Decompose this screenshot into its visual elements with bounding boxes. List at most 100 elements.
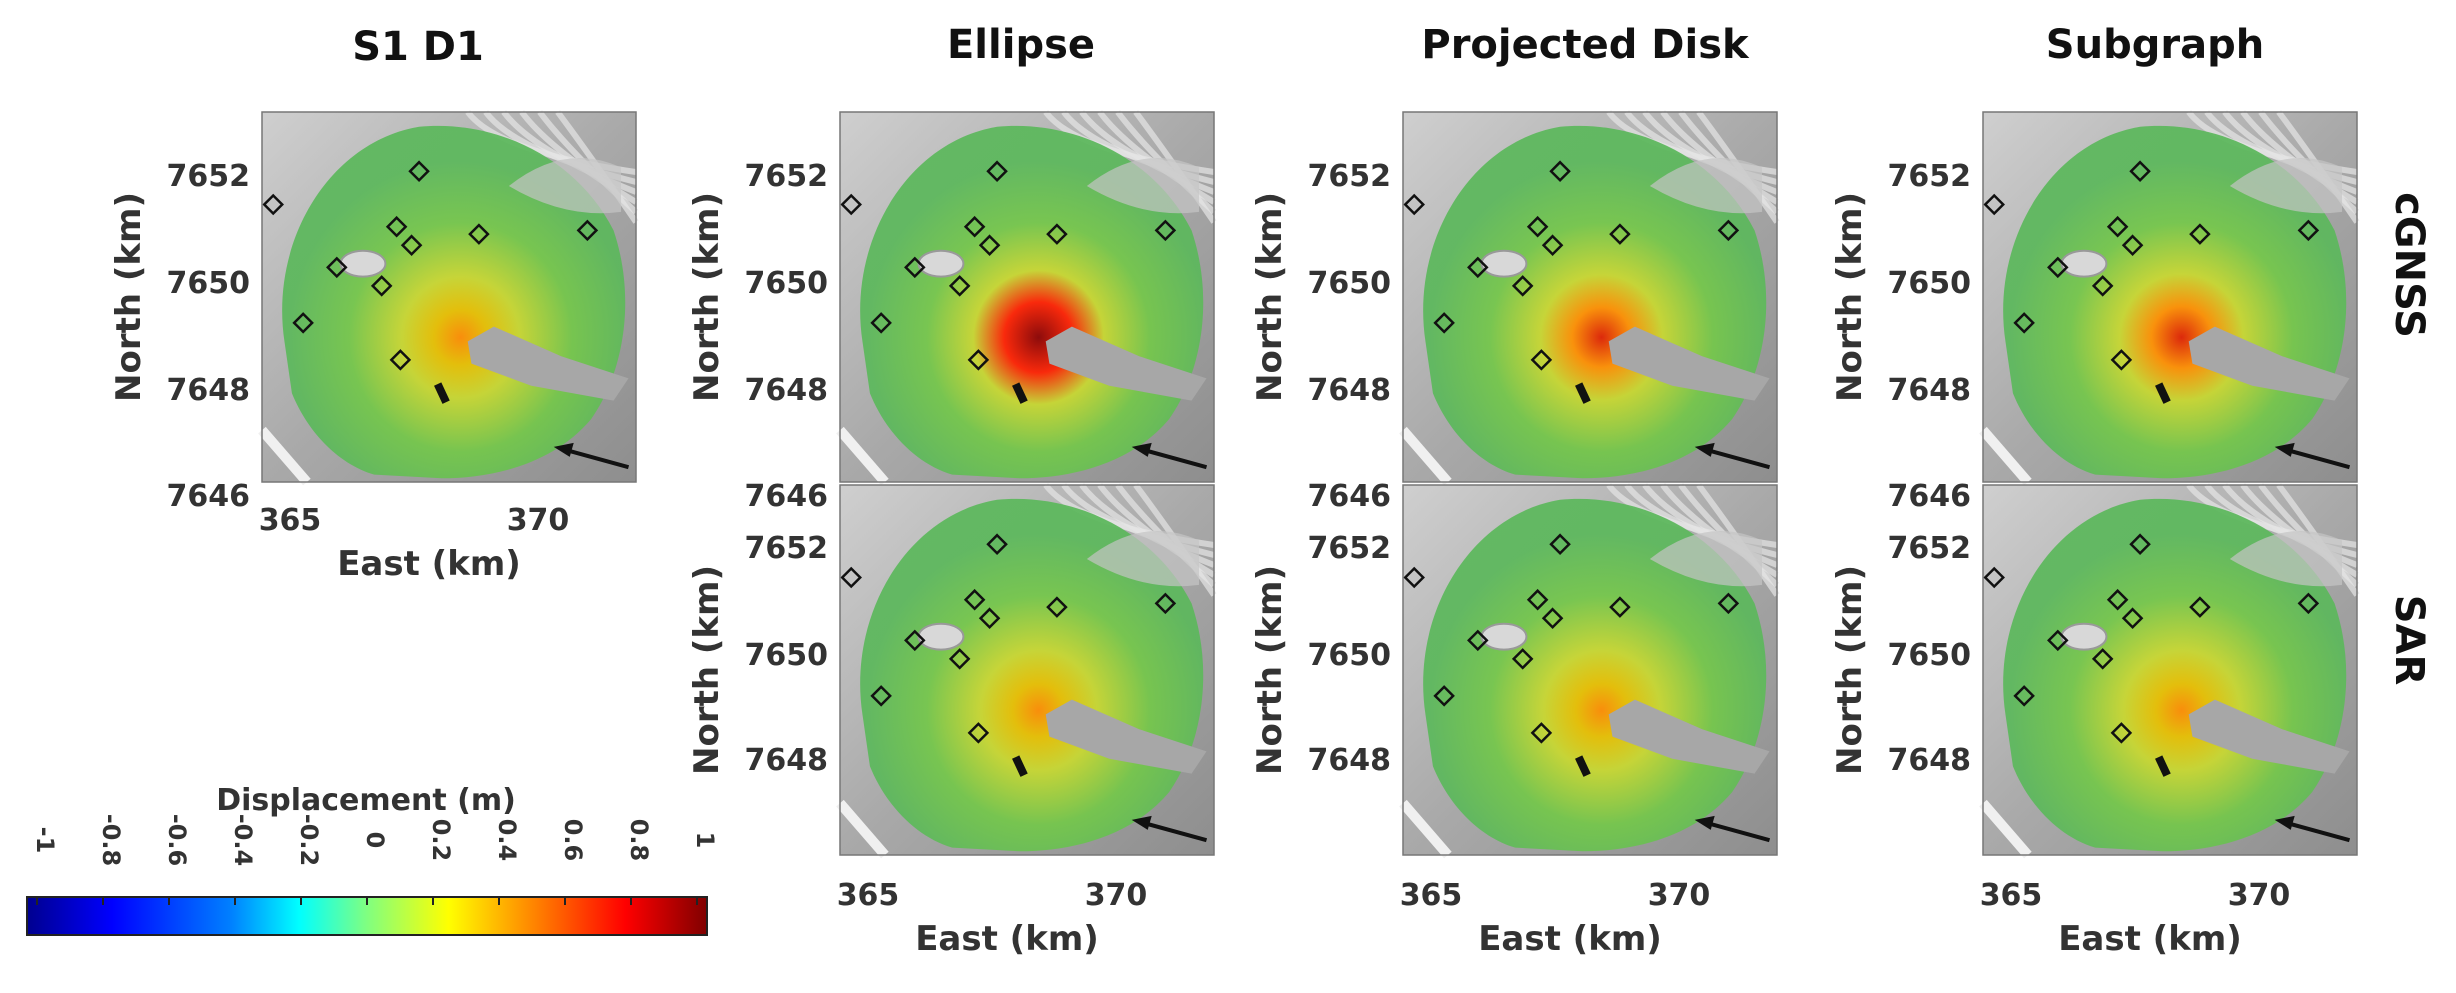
map-panel-subgraph-sar xyxy=(1979,483,2360,859)
gnss-station-marker xyxy=(1609,223,1631,245)
gnss-station-marker xyxy=(2189,223,2211,245)
map-panel-ellipse-sar xyxy=(836,483,1217,859)
y-tick-label: 7652 xyxy=(167,159,251,194)
gnss-station-marker xyxy=(1154,592,1177,615)
gnss-station-marker xyxy=(1526,215,1549,238)
colorbar-tick-label: 0.6 xyxy=(559,819,587,862)
y-tick-label: 7652 xyxy=(1308,159,1392,194)
gnss-station-marker xyxy=(986,160,1008,182)
map-panels xyxy=(258,110,2360,859)
gnss-station-marker xyxy=(370,275,393,297)
map-panel-projected-disk-sar xyxy=(1399,483,1780,859)
displacement-field xyxy=(860,498,1204,852)
y-tick-label: 7650 xyxy=(1888,638,1972,673)
y-tick-label: 7648 xyxy=(1308,743,1392,778)
displacement-field xyxy=(1423,125,1767,479)
gnss-station-marker xyxy=(1511,275,1534,297)
y-tick-label: 7652 xyxy=(1308,531,1392,566)
gnss-station-marker xyxy=(978,607,1001,629)
gnss-station-marker xyxy=(1609,596,1631,618)
look-direction-arrowhead xyxy=(1694,815,1715,830)
terrain-ridge xyxy=(836,426,889,486)
gnss-station-marker xyxy=(385,215,408,238)
gnss-station-marker xyxy=(2129,533,2151,555)
gnss-station-marker xyxy=(2106,215,2129,238)
map-panel-projected-disk-cgnss xyxy=(1399,110,1780,486)
displacement-field xyxy=(2003,125,2347,479)
panel-frame xyxy=(1402,484,1778,856)
terrain-mask xyxy=(1086,157,1200,214)
gnss-station-marker xyxy=(2091,275,2114,297)
axes-labels: 7652 7650 7648 7646 North (km) 7652 7650 7648 76… xyxy=(109,159,2290,959)
look-direction-arrow xyxy=(2281,819,2351,843)
crater-mask xyxy=(2060,622,2108,651)
gnss-station-marker xyxy=(1403,566,1425,589)
panel-frame xyxy=(1402,111,1778,483)
gnss-station-marker xyxy=(2013,312,2035,334)
x-tick-label: 365 xyxy=(1400,878,1463,913)
y-tick-label: 7650 xyxy=(1308,638,1392,673)
look-direction-arrow xyxy=(560,446,630,470)
gnss-station-marker xyxy=(948,648,971,670)
row-label-sar: SAR xyxy=(2386,595,2432,686)
colorbar-tick-label: 0.4 xyxy=(493,819,521,862)
displacement-field xyxy=(860,125,1204,479)
gnss-station-marker xyxy=(2047,629,2069,652)
gnss-station-marker xyxy=(408,160,430,182)
x-tick-label: 365 xyxy=(837,878,900,913)
terrain-mask xyxy=(2229,530,2343,587)
lava-flow-mask xyxy=(1045,326,1207,401)
y-tick-label: 7648 xyxy=(1308,373,1392,408)
gnss-station-marker xyxy=(967,722,990,744)
vent-marker xyxy=(1575,755,1591,777)
gnss-station-marker xyxy=(948,275,971,297)
gnss-station-marker xyxy=(1541,607,1564,629)
y-tick-label: 7646 xyxy=(167,479,251,514)
look-direction-arrowhead xyxy=(553,442,574,457)
gnss-station-marker xyxy=(2106,588,2129,611)
y-tick-label: 7650 xyxy=(1308,266,1392,301)
y-tick-label: 7650 xyxy=(1888,266,1972,301)
y-tick-label: 7650 xyxy=(745,266,829,301)
gnss-station-marker xyxy=(2013,685,2035,707)
column-title-s1d1: S1 D1 xyxy=(352,24,484,70)
gnss-station-marker xyxy=(1983,566,2005,589)
look-direction-arrow xyxy=(1701,446,1771,470)
map-panel-subgraph-cgnss xyxy=(1979,110,2360,486)
y-tick-label: 7652 xyxy=(1888,531,1972,566)
gnss-station-marker xyxy=(1046,223,1068,245)
vent-marker xyxy=(434,382,450,404)
gnss-station-marker xyxy=(963,588,986,611)
look-direction-arrowhead xyxy=(1694,442,1715,457)
gnss-station-marker xyxy=(400,234,423,256)
displacement-field xyxy=(282,125,626,479)
gnss-station-marker xyxy=(967,349,990,371)
gnss-station-marker xyxy=(1530,349,1553,371)
gnss-station-marker xyxy=(468,223,490,245)
terrain-mask xyxy=(2229,157,2343,214)
lava-flow-mask xyxy=(1608,699,1770,774)
displacement-field xyxy=(2003,498,2347,852)
panel-frame xyxy=(839,111,1215,483)
terrain-ridge xyxy=(1979,799,2032,859)
colorbar-tick-label: -0.6 xyxy=(163,814,191,866)
y-axis-label: North (km) xyxy=(1250,565,1290,775)
y-axis-label: North (km) xyxy=(1830,565,1870,775)
gnss-station-marker xyxy=(840,566,862,589)
y-axis-label: North (km) xyxy=(687,192,727,402)
gnss-station-marker xyxy=(2297,592,2320,615)
y-tick-label: 7650 xyxy=(167,266,251,301)
gnss-station-marker xyxy=(978,234,1001,256)
gnss-station-marker xyxy=(2129,160,2151,182)
colorbar-title: Displacement (m) xyxy=(216,783,516,818)
vent-marker xyxy=(1575,382,1591,404)
terrain-ridge xyxy=(1979,426,2032,486)
x-tick-label: 365 xyxy=(259,503,322,538)
displacement-field xyxy=(1423,498,1767,852)
colorbar-tick-label: 0.8 xyxy=(625,819,653,862)
colorbar-ticks: -1 -0.8 -0.6 -0.4 -0.2 0 0.2 0.4 0.6 0.8 1 xyxy=(31,814,719,905)
panel-frame xyxy=(839,484,1215,856)
terrain-mask xyxy=(1649,530,1763,587)
gnss-station-marker xyxy=(1983,193,2005,216)
